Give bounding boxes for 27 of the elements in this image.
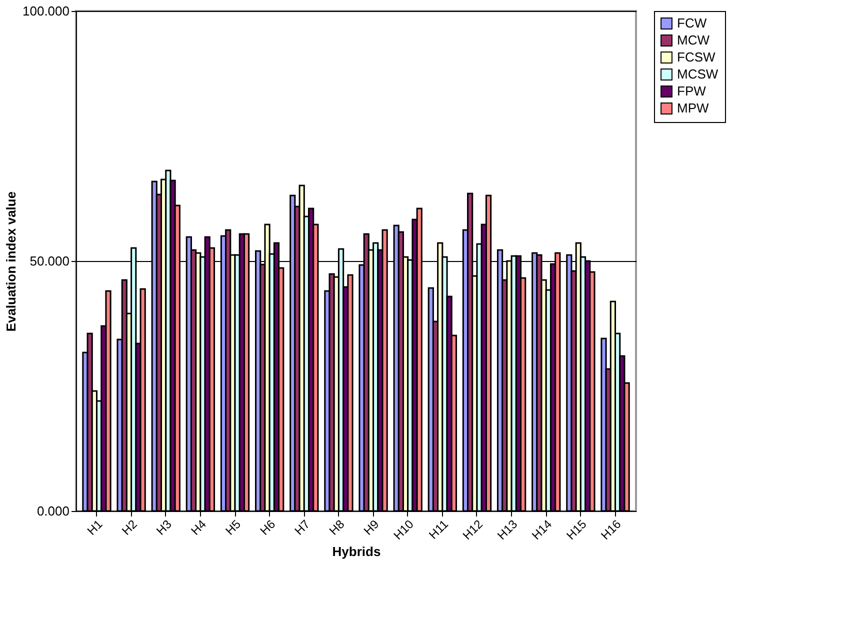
x-tick-label: H11 [426,516,452,542]
x-tick-label: H14 [529,516,555,543]
x-tick-label: H6 [257,516,278,538]
legend-label: FCSW [677,50,716,64]
legend-label: MPW [677,100,710,116]
x-tick-label: H9 [361,516,382,538]
x-tick-label: H15 [564,516,590,543]
y-tick-label: 50.000 [30,254,70,268]
x-tick-label: H2 [119,516,140,538]
legend-label: MCSW [677,66,719,82]
x-tick-label: H13 [494,516,520,543]
x-tick-label: H1 [84,516,106,538]
legend-label: FPW [677,84,707,98]
x-axis-title: Hybrids [332,544,381,559]
legend-label: FCW [677,16,708,30]
y-tick-label: 0.000 [36,504,70,518]
x-tick-label: H7 [292,516,313,538]
x-tick-label: H10 [390,516,417,543]
x-tick-label: H8 [326,516,348,538]
y-tick-label: 100.000 [22,4,70,18]
legend-label: MCW [677,32,710,48]
x-tick-label: H5 [222,516,244,538]
x-tick-label: H3 [154,516,175,538]
y-axis-title: Evaluation index value [4,191,19,332]
x-tick-label: H4 [188,516,210,538]
x-tick-label: H16 [598,516,624,543]
x-tick-label: H12 [460,516,486,543]
